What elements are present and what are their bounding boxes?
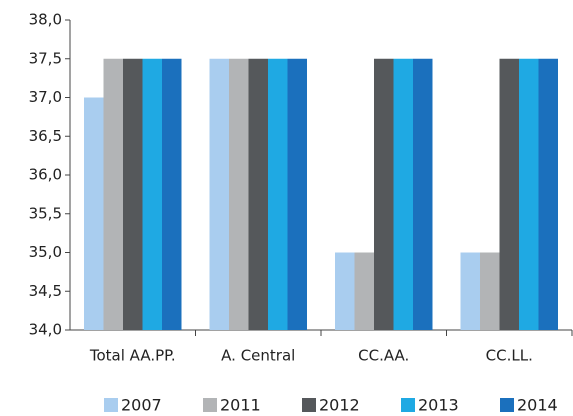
legend-swatch — [203, 398, 217, 412]
y-tick-label: 36,5 — [29, 127, 62, 145]
bar — [123, 58, 143, 330]
legend-label: 2014 — [517, 396, 558, 415]
legend-label: 2012 — [319, 396, 360, 415]
y-tick-label: 37,0 — [29, 88, 62, 106]
x-tick-label: CC.LL. — [486, 347, 533, 365]
bar — [229, 58, 249, 330]
legend-swatch — [302, 398, 316, 412]
bar — [84, 97, 104, 330]
bar — [103, 58, 123, 330]
bar — [335, 252, 355, 330]
bar — [287, 58, 307, 330]
x-tick-label: A. Central — [221, 347, 295, 365]
bar — [354, 252, 374, 330]
bar — [460, 252, 480, 330]
bar — [538, 58, 558, 330]
legend-label: 2013 — [418, 396, 459, 415]
bar — [480, 252, 500, 330]
y-tick-label: 36,0 — [29, 166, 62, 184]
bar — [268, 58, 288, 330]
bar — [374, 58, 394, 330]
y-tick-label: 35,0 — [29, 243, 62, 261]
y-tick-label: 37,5 — [29, 49, 62, 67]
bar — [209, 58, 229, 330]
x-tick-label: Total AA.PP. — [89, 347, 176, 365]
legend-label: 2011 — [220, 396, 261, 415]
bar — [413, 58, 433, 330]
legend-swatch — [500, 398, 514, 412]
bar — [142, 58, 162, 330]
y-tick-label: 38,0 — [29, 11, 62, 29]
bar — [162, 58, 182, 330]
bar — [519, 58, 539, 330]
legend-swatch — [104, 398, 118, 412]
bar — [248, 58, 268, 330]
legend-swatch — [401, 398, 415, 412]
legend-label: 2007 — [121, 396, 162, 415]
y-tick-label: 34,0 — [29, 321, 62, 339]
y-tick-label: 35,5 — [29, 204, 62, 222]
bar — [393, 58, 413, 330]
x-tick-label: CC.AA. — [358, 347, 409, 365]
y-tick-label: 34,5 — [29, 282, 62, 300]
bar — [499, 58, 519, 330]
